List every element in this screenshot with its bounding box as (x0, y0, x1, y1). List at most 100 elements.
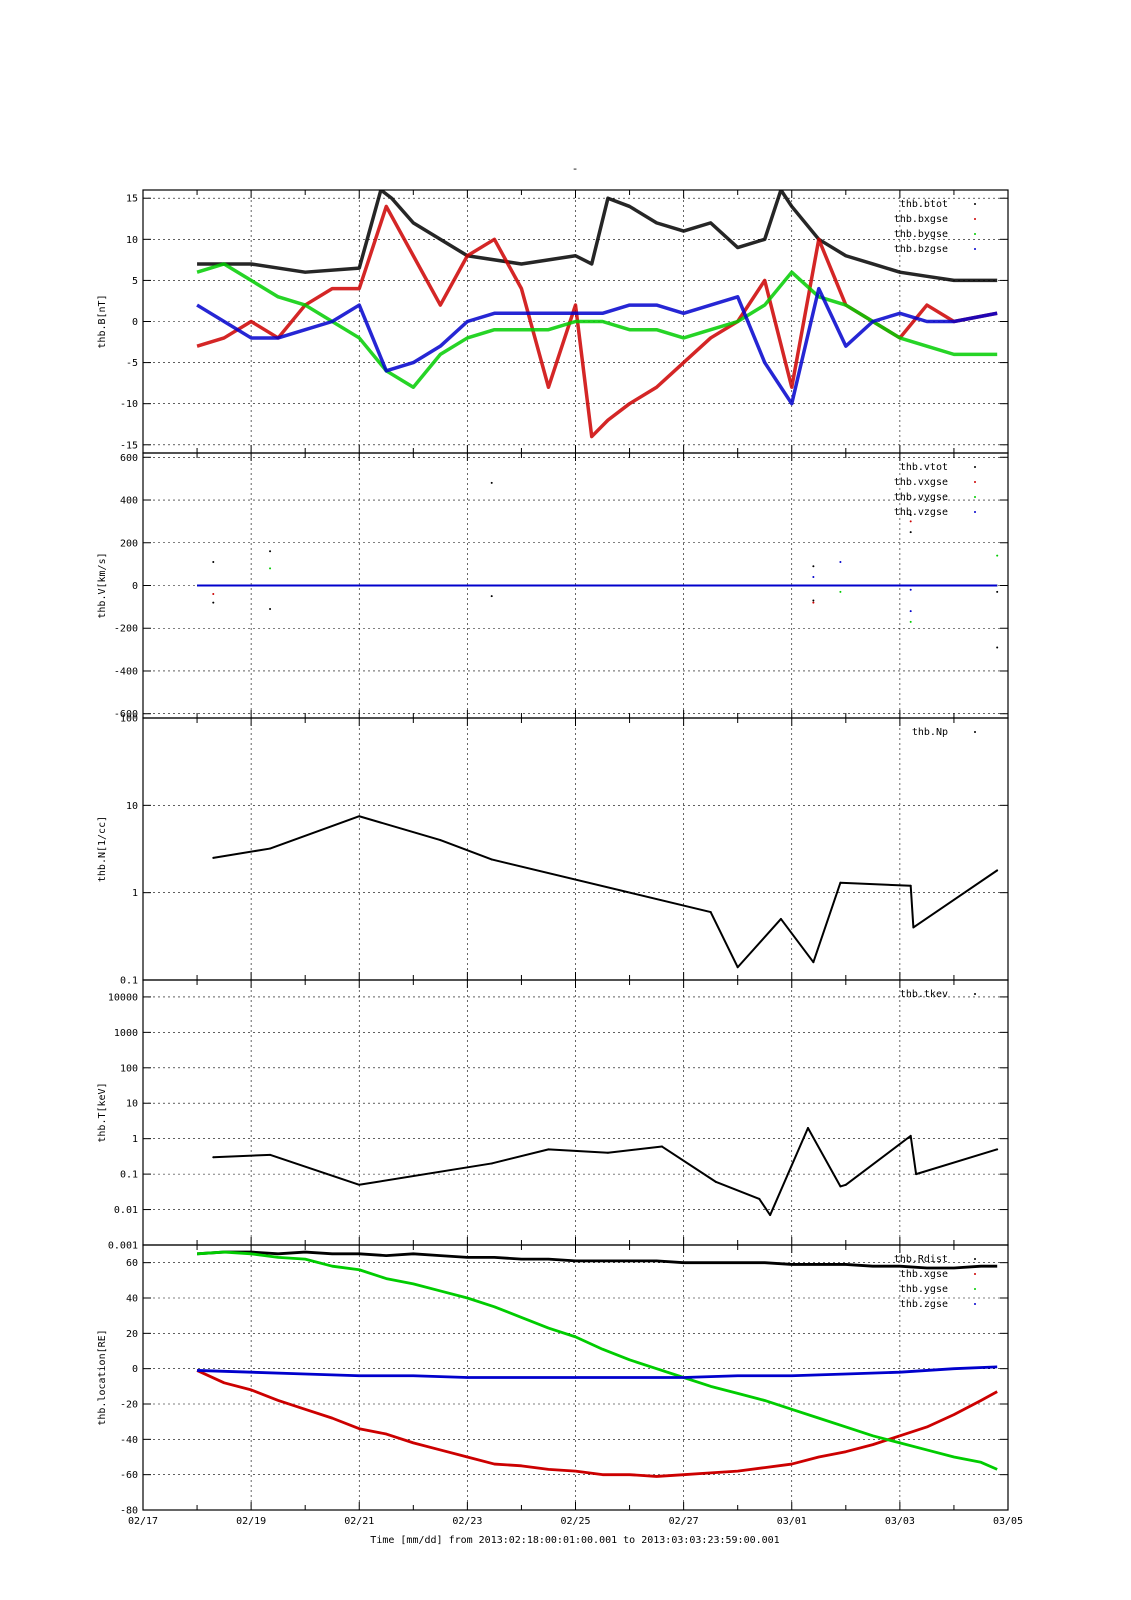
y-tick-label: 0.001 (108, 1241, 138, 1252)
legend-marker (974, 731, 976, 733)
y-tick-label: 20 (126, 1329, 138, 1340)
y-tick-label: 400 (120, 496, 138, 507)
y-tick-label: -60 (120, 1470, 138, 1481)
y-tick-label: 600 (120, 453, 138, 464)
y-tick-label: -5 (126, 358, 138, 369)
panel-4: 0.001 0.01 0.1 1 10 100 1000 10000 thb.T[keV] thb… (97, 979, 1009, 1252)
y-tick-label: 10 (126, 801, 138, 812)
chart-title-mark: - (572, 162, 579, 175)
data-point (912, 926, 915, 929)
data-point (715, 1180, 718, 1183)
legend-label: thb.vygse (894, 492, 948, 503)
data-point (769, 1214, 772, 1217)
y-tick-label: -200 (114, 624, 138, 635)
legend-label: thb.xgse (900, 1269, 948, 1280)
data-point (736, 966, 739, 969)
data-point (839, 881, 842, 884)
data-point (490, 858, 493, 861)
data-point (779, 917, 782, 920)
y-tick-label: -80 (120, 1506, 138, 1517)
data-point (269, 1153, 272, 1156)
data-point (709, 911, 712, 914)
y-tick-label: 100 (120, 714, 138, 725)
legend-label: thb.vtot (900, 462, 948, 473)
plot-area (197, 481, 999, 649)
x-tick-label: 03/03 (885, 1516, 915, 1527)
y-tick-label: 1000 (114, 1028, 138, 1039)
y-tick-label: 0.1 (120, 1170, 138, 1181)
y-tick-label: 60 (126, 1258, 138, 1269)
x-tick-label: 02/27 (669, 1516, 699, 1527)
y-tick-label: 15 (126, 194, 138, 205)
data-point (839, 590, 842, 593)
legend-marker (974, 481, 976, 483)
y-tick-label: -600 (114, 709, 138, 720)
y-tick-label: 40 (126, 1294, 138, 1305)
legend-label: thb.vxgse (894, 477, 948, 488)
panel-2: -600 -400 -200 0 200 400 600 thb.V[km/s] thb.vto… (97, 452, 1009, 720)
panel-5: -80 -60 -40 -20 0 20 40 60 thb.location[RE] thb.R… (97, 1244, 1009, 1517)
panels: -15-10-5051015thb.B[nT]thb.btotthb.bxgse… (97, 189, 1009, 1517)
data-point (909, 610, 912, 613)
data-point (909, 884, 912, 887)
data-point (490, 595, 493, 598)
y-axis-label: thb.T[keV] (97, 1082, 108, 1142)
legend-marker (974, 248, 976, 250)
data-point (269, 567, 272, 570)
data-point (212, 560, 215, 563)
legend-label: thb.bxgse (894, 214, 948, 225)
y-tick-label: 0 (132, 1364, 138, 1375)
data-point (439, 839, 442, 842)
x-axis-label: Time [mm/dd] from 2013:02:18:00:01:00.00… (370, 1535, 779, 1546)
data-point (358, 1183, 361, 1186)
plot-area (212, 815, 999, 969)
legend-marker (974, 1288, 976, 1290)
y-tick-label: 100 (120, 1063, 138, 1074)
legend-marker (974, 203, 976, 205)
y-axis-label: thb.V[km/s] (97, 552, 108, 618)
data-point (909, 520, 912, 523)
data-point (547, 1148, 550, 1151)
data-point (996, 554, 999, 557)
series-line-thb.ygse (196, 1250, 998, 1471)
data-point (212, 593, 215, 596)
legend-label: thb.Rdist (894, 1254, 948, 1265)
y-tick-label: 10000 (108, 992, 138, 1003)
data-point (996, 646, 999, 649)
series-line-thb.xgse (196, 1369, 998, 1478)
y-tick-label: 200 (120, 538, 138, 549)
data-point (844, 1183, 847, 1186)
data-point (212, 601, 215, 604)
data-point (996, 590, 999, 593)
legend-label: thb.bygse (894, 229, 948, 240)
x-tick-label: 02/25 (560, 1516, 590, 1527)
series-line-thb.Np (213, 815, 998, 969)
series-line-thb.tkev (213, 1127, 998, 1217)
data-point (996, 869, 999, 872)
y-tick-label: 0 (132, 317, 138, 328)
y-tick-label: -20 (120, 1400, 138, 1411)
legend-label: thb.tkev (900, 989, 948, 1000)
data-point (358, 815, 361, 818)
legend-marker (974, 466, 976, 468)
legend-marker (974, 1258, 976, 1260)
data-point (812, 599, 815, 602)
data-point (269, 550, 272, 553)
data-point (758, 1197, 761, 1200)
legend-marker (974, 233, 976, 235)
y-tick-label: -15 (120, 440, 138, 451)
y-axis-label: thb.N[1/cc] (97, 816, 108, 882)
data-point (996, 1148, 999, 1151)
x-tick-label: 03/05 (993, 1516, 1023, 1527)
data-point (839, 1185, 842, 1188)
data-point (812, 575, 815, 578)
y-axis-label: thb.location[RE] (97, 1329, 108, 1425)
series-line-thb.Rdist (196, 1250, 998, 1270)
data-point (490, 481, 493, 484)
y-tick-label: 0.01 (114, 1205, 138, 1216)
legend-label: thb.zgse (900, 1299, 948, 1310)
legend-marker (974, 218, 976, 220)
data-point (661, 1145, 663, 1148)
y-tick-label: -40 (120, 1435, 138, 1446)
